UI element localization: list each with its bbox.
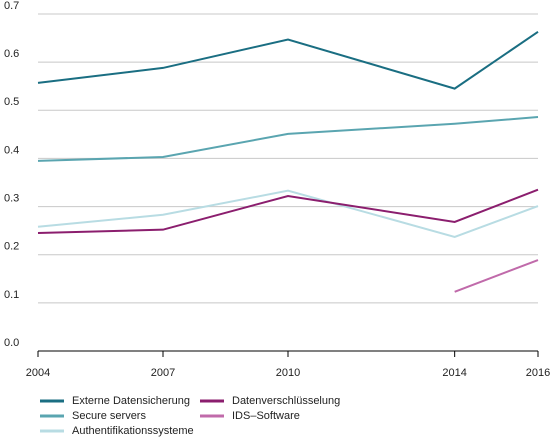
legend-label: IDS–Software bbox=[232, 410, 300, 422]
legend-label: Authentifikationssysteme bbox=[72, 425, 194, 437]
series-line bbox=[37, 116, 539, 162]
y-tick-label: 0.3 bbox=[4, 192, 19, 204]
x-tick-label: 2016 bbox=[526, 367, 550, 379]
x-tick-label: 2007 bbox=[151, 367, 175, 379]
series-line bbox=[37, 189, 539, 238]
y-tick-label: 0.4 bbox=[4, 144, 19, 156]
series-line bbox=[37, 30, 539, 90]
legend-label: Externe Datensicherung bbox=[72, 395, 190, 407]
series-line bbox=[454, 259, 539, 293]
y-tick-label: 0.6 bbox=[4, 48, 19, 60]
y-tick-label: 0.2 bbox=[4, 241, 19, 253]
legend-label: Secure servers bbox=[72, 410, 146, 422]
x-tick-label: 2014 bbox=[442, 367, 466, 379]
y-tick-label: 0.5 bbox=[4, 96, 19, 108]
x-tick-label: 2010 bbox=[276, 367, 300, 379]
y-tick-label: 0.0 bbox=[4, 337, 19, 349]
series-line bbox=[37, 188, 539, 235]
x-tick-label: 2004 bbox=[26, 367, 50, 379]
y-tick-label: 0.1 bbox=[4, 289, 19, 301]
legend-label: Datenverschlüsselung bbox=[232, 395, 340, 407]
y-tick-label: 0.7 bbox=[4, 0, 19, 12]
